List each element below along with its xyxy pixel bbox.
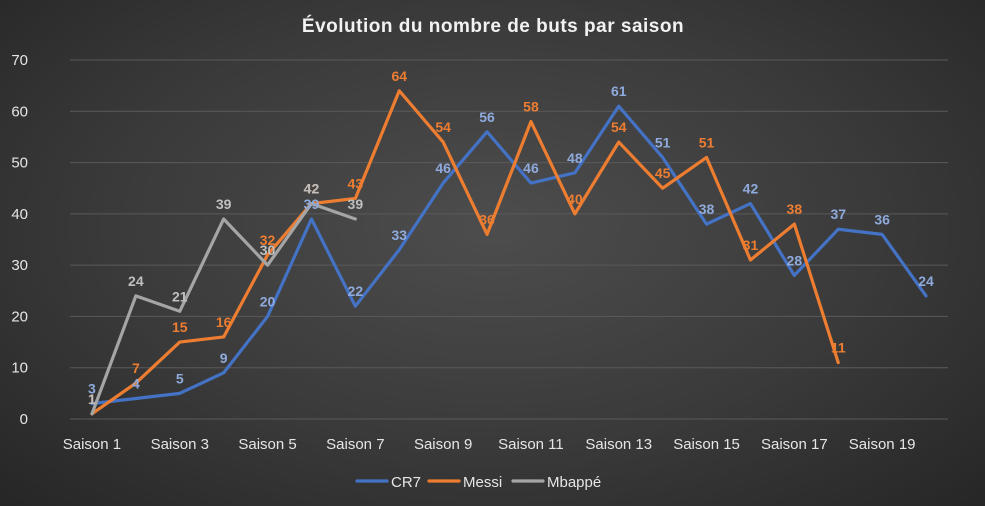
data-label-cr7: 5	[176, 370, 184, 386]
legend-label-cr7: CR7	[391, 474, 421, 491]
data-label-cr7: 37	[830, 206, 846, 222]
data-label-cr7: 3	[88, 381, 96, 397]
data-label-cr7: 28	[787, 252, 803, 268]
data-label-messi: 7	[132, 360, 140, 376]
data-label-messi: 11	[831, 340, 846, 356]
data-label-messi: 38	[787, 201, 803, 217]
data-label-cr7: 38	[699, 201, 715, 217]
x-tick-label: Saison 13	[585, 436, 652, 453]
data-label-cr7: 33	[391, 227, 407, 243]
data-label-messi: 45	[655, 165, 671, 181]
chart-title: Évolution du nombre de buts par saison	[302, 15, 684, 37]
data-label-messi: 1	[88, 391, 96, 407]
y-tick-label: 70	[11, 52, 28, 69]
series-line-cr7	[90, 104, 928, 406]
series-line-messi	[90, 89, 840, 416]
data-label-mbappe: 30	[260, 242, 276, 258]
data-label-mbappe: 21	[172, 288, 188, 304]
data-label-messi: 31	[743, 237, 759, 253]
data-label-cr7: 39	[304, 196, 320, 212]
data-label-cr7: 56	[479, 109, 495, 125]
data-label-cr7: 61	[611, 83, 627, 99]
data-label-messi: 40	[567, 191, 583, 207]
data-label-cr7: 24	[918, 273, 934, 289]
data-label-messi: 43	[348, 175, 364, 191]
data-label-cr7: 22	[348, 283, 364, 299]
data-label-messi: 58	[523, 99, 539, 115]
y-tick-label: 60	[11, 103, 28, 120]
x-tick-label: Saison 3	[151, 436, 209, 453]
data-label-messi: 64	[391, 68, 407, 84]
x-tick-label: Saison 11	[498, 436, 564, 453]
y-tick-label: 40	[11, 206, 28, 223]
data-label-cr7: 42	[743, 181, 759, 197]
data-label-cr7: 36	[874, 211, 890, 227]
data-label-cr7: 20	[260, 293, 276, 309]
data-label-mbappe: 42	[304, 181, 320, 197]
x-tick-label: Saison 19	[849, 436, 916, 453]
y-tick-label: 20	[11, 308, 28, 325]
data-label-messi: 15	[172, 319, 188, 335]
x-tick-label: Saison 5	[238, 436, 296, 453]
data-label-mbappe: 24	[128, 273, 144, 289]
data-label-messi: 16	[216, 314, 232, 330]
legend-label-mbappe: Mbappé	[547, 474, 601, 491]
data-label-cr7: 48	[567, 150, 583, 166]
data-label-cr7: 46	[523, 160, 539, 176]
y-tick-label: 50	[11, 155, 28, 172]
data-label-mbappe: 39	[348, 196, 364, 212]
x-tick-label: Saison 7	[326, 436, 384, 453]
data-label-messi: 32	[260, 232, 276, 248]
series-line-mbappe	[90, 202, 357, 416]
data-label-cr7: 9	[220, 350, 228, 366]
data-label-mbappe: 39	[216, 196, 232, 212]
data-label-cr7: 4	[132, 375, 140, 391]
data-label-messi: 42	[304, 181, 320, 197]
y-tick-label: 30	[11, 257, 28, 274]
legend-label-messi: Messi	[463, 474, 502, 491]
data-label-messi: 36	[479, 211, 495, 227]
data-label-mbappe: 1	[88, 391, 96, 407]
data-label-cr7: 51	[655, 134, 671, 150]
x-tick-label: Saison 17	[761, 436, 828, 453]
data-label-messi: 51	[699, 134, 715, 150]
data-label-messi: 54	[611, 119, 627, 135]
x-tick-label: Saison 9	[414, 436, 472, 453]
data-label-cr7: 46	[435, 160, 451, 176]
data-label-messi: 54	[435, 119, 451, 135]
x-tick-label: Saison 1	[63, 436, 121, 453]
y-tick-label: 0	[20, 411, 28, 428]
x-tick-label: Saison 15	[673, 436, 740, 453]
y-tick-label: 10	[11, 360, 28, 377]
